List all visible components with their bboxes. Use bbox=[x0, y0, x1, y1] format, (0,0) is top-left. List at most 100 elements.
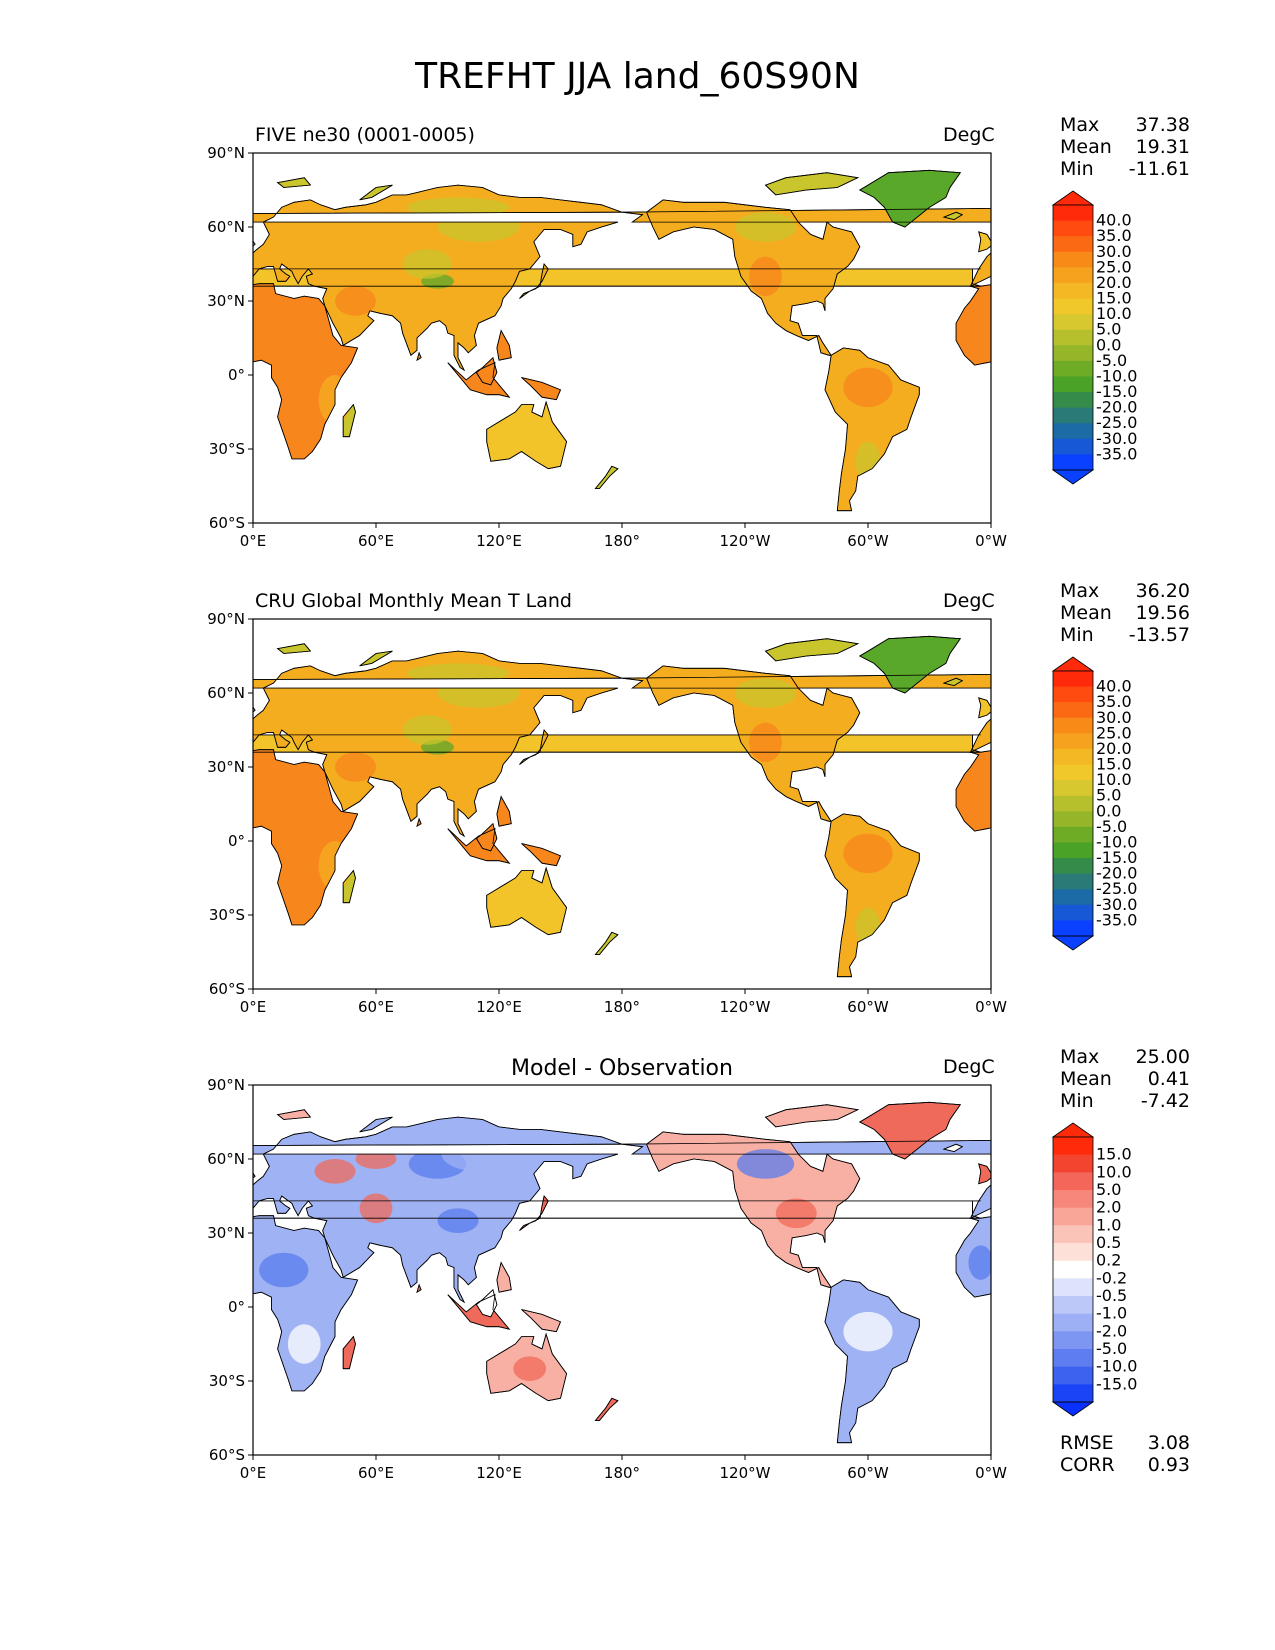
colorbar-tick-label: 40.0 bbox=[1096, 211, 1132, 230]
colorbar-segment bbox=[1053, 1384, 1093, 1403]
coastline bbox=[955, 284, 991, 366]
lon-tick-label: 0°E bbox=[240, 1464, 267, 1482]
coastline bbox=[594, 931, 619, 955]
stat-row: Max 25.00 bbox=[1060, 1046, 1190, 1068]
coastline bbox=[342, 869, 356, 904]
colorbar-segment bbox=[1053, 1366, 1093, 1385]
figure-title: TREFHT JJA land_60S90N bbox=[415, 56, 860, 97]
lat-tick-label: 60°S bbox=[209, 514, 245, 532]
field-patch bbox=[437, 1208, 479, 1233]
colorbar-segment bbox=[1053, 1207, 1093, 1226]
colorbar-tick-label: 5.0 bbox=[1096, 320, 1121, 339]
field-patch bbox=[843, 367, 893, 408]
colorbar-tick-label: -15.0 bbox=[1096, 382, 1137, 401]
colorbar-extend-bottom bbox=[1051, 935, 1095, 951]
colorbar-segment bbox=[1053, 314, 1093, 331]
colorbar-segment bbox=[1053, 1154, 1093, 1173]
colorbar-tick-label: 0.0 bbox=[1096, 335, 1121, 354]
colorbar-tick-label: 2.0 bbox=[1096, 1198, 1121, 1217]
colorbar-tick-label: 0.2 bbox=[1096, 1251, 1121, 1270]
field-patch bbox=[749, 256, 782, 297]
colorbar-tick-label: -0.5 bbox=[1096, 1286, 1127, 1305]
lat-tick-label: 30°S bbox=[209, 906, 245, 924]
field-patch bbox=[406, 197, 510, 218]
coastline bbox=[858, 169, 962, 228]
colorbar-tick-label: -30.0 bbox=[1096, 429, 1137, 448]
colorbar-tick-label: 10.0 bbox=[1096, 304, 1132, 323]
colorbar-segment bbox=[1053, 282, 1093, 300]
colorbar-segment bbox=[1053, 423, 1093, 440]
field-patch bbox=[947, 767, 973, 817]
lon-tick-label: 60°W bbox=[847, 998, 889, 1016]
coastline bbox=[486, 866, 568, 936]
coastline bbox=[496, 795, 512, 827]
land-arcticisl bbox=[764, 172, 860, 196]
stat-value: 19.56 bbox=[1135, 602, 1190, 624]
colorbar-segment bbox=[1053, 1225, 1093, 1244]
colorbar-tick-label: -15.0 bbox=[1096, 1374, 1137, 1393]
coastline bbox=[519, 263, 549, 299]
colorbar-segment bbox=[1053, 1331, 1093, 1350]
colorbar-segment bbox=[1053, 671, 1093, 688]
coastline bbox=[416, 1283, 422, 1294]
colorbar-tick-label: -5.0 bbox=[1096, 817, 1127, 836]
colorbar-segment bbox=[1053, 438, 1093, 455]
land-australia bbox=[486, 866, 568, 936]
stat-label: Max bbox=[1060, 114, 1100, 136]
field-texture bbox=[263, 177, 973, 482]
colorbar-segment bbox=[1053, 873, 1093, 890]
lat-tick-label: 0° bbox=[228, 366, 245, 384]
coastline bbox=[978, 1163, 991, 1185]
coastline bbox=[519, 729, 549, 765]
lat-tick-label: 30°N bbox=[207, 758, 245, 776]
lon-tick-label: 120°E bbox=[476, 1464, 522, 1482]
coastline bbox=[942, 677, 964, 687]
coastline bbox=[447, 1294, 511, 1330]
coastline bbox=[253, 184, 623, 372]
map-plot: 90°N 60°N 30°N 0° 30°S 60°S0°E 60°E 120°E 180° 12… bbox=[207, 1076, 1137, 1482]
lat-tick-label: 90°N bbox=[207, 144, 245, 162]
field-patch bbox=[968, 1245, 991, 1280]
lon-tick-label: 0°W bbox=[975, 532, 1007, 550]
lon-tick-label: 0°W bbox=[975, 1464, 1007, 1482]
colorbar-extend-bottom bbox=[1051, 469, 1095, 485]
field-patch bbox=[263, 767, 325, 817]
coastline bbox=[253, 1215, 359, 1392]
lon-tick-label: 60°E bbox=[358, 998, 394, 1016]
colorbar-segment bbox=[1053, 1278, 1093, 1297]
colorbar-extend-top bbox=[1051, 656, 1095, 672]
colorbar-tick-label: -5.0 bbox=[1096, 351, 1127, 370]
stat-value: 36.20 bbox=[1135, 580, 1190, 602]
coastline bbox=[955, 750, 991, 832]
colorbar-segment bbox=[1053, 298, 1093, 315]
stat-row: Min -11.61 bbox=[1060, 158, 1190, 180]
coastline bbox=[978, 697, 991, 719]
stat-value: 37.38 bbox=[1135, 114, 1190, 136]
error-stats: RMSE 3.08 CORR 0.93 bbox=[1060, 1432, 1190, 1476]
coastline bbox=[475, 1288, 498, 1318]
colorbar-segment bbox=[1053, 764, 1093, 781]
colorbar-tick-label: -20.0 bbox=[1096, 864, 1137, 883]
colorbar-tick-label: -2.0 bbox=[1096, 1321, 1127, 1340]
coastline bbox=[955, 1216, 991, 1298]
colorbar-segment bbox=[1053, 826, 1093, 843]
lat-tick-label: 60°N bbox=[207, 1150, 245, 1168]
colorbar-segment bbox=[1053, 1349, 1093, 1368]
field-patch bbox=[902, 643, 936, 674]
coastline bbox=[978, 231, 991, 253]
land-fill bbox=[253, 635, 991, 978]
coastline bbox=[824, 347, 920, 512]
colorbar-segment bbox=[1053, 889, 1093, 906]
panel-model: FIVE ne30 (0001-0005) DegC Max 37.38 Mean 19.… bbox=[0, 114, 1275, 558]
lon-tick-label: 60°E bbox=[358, 1464, 394, 1482]
error-stat-row: CORR 0.93 bbox=[1060, 1454, 1190, 1476]
field-patch bbox=[843, 833, 893, 874]
colorbar: 15.010.05.02.01.00.50.2-0.2-0.5-1.0-2.0-… bbox=[1051, 1122, 1137, 1417]
field-patch bbox=[736, 1149, 795, 1179]
field-patch bbox=[902, 177, 936, 208]
stat-row: Min -13.57 bbox=[1060, 624, 1190, 646]
lon-tick-label: 180° bbox=[604, 532, 640, 550]
colorbar-segment bbox=[1053, 1137, 1093, 1156]
colorbar-segment bbox=[1053, 392, 1093, 409]
coastline bbox=[942, 1143, 964, 1153]
